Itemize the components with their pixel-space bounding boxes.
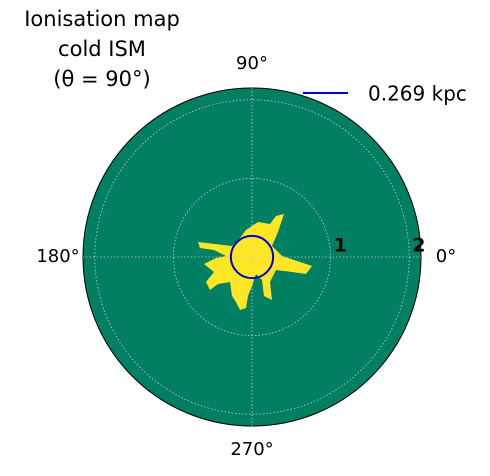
angle-tick-label: 180° (36, 246, 79, 267)
chart-title: Ionisation map (24, 7, 180, 31)
angle-tick-label: 270° (230, 439, 273, 460)
angle-tick-label: 90° (236, 53, 268, 74)
r-tick-label: 2 (412, 235, 425, 257)
r-tick-label: 1 (334, 235, 347, 257)
legend-label: 0.269 kpc (368, 82, 467, 106)
ionised-region (198, 214, 312, 310)
chart-title: cold ISM (58, 37, 146, 61)
angle-tick-label: 0° (436, 246, 456, 267)
radius-circle (229, 234, 275, 280)
chart-title: (θ = 90°) (53, 67, 150, 91)
grid-circle (94, 99, 410, 415)
grid-circle (172, 177, 332, 337)
